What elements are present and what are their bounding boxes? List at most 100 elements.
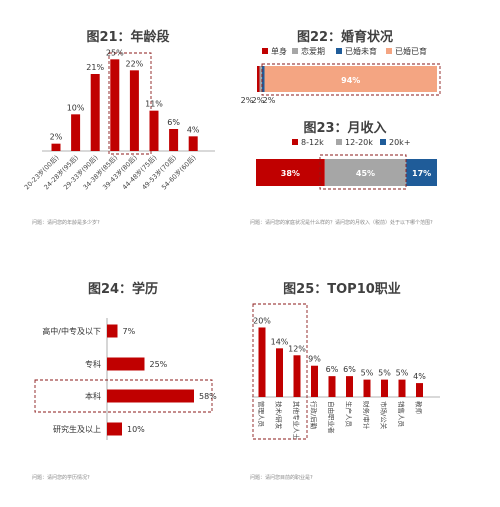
age-footnote: 问题：请问您的年龄是多少岁? [32,219,100,226]
marital-segment [264,66,437,92]
marital-highlight-box [261,63,441,96]
occupation-category-label: 销售人员 [397,401,406,428]
occupation-bar [311,365,318,397]
marital-legend-label: 已婚未育 [345,46,377,56]
marital-legend-swatch [292,48,298,54]
age-bar [71,114,81,151]
occupation-footnote: 问题：请问您目前的职业是? [250,474,313,481]
occupation-bar-value-label: 5% [361,369,374,378]
occupation-bar-value-label: 6% [343,365,356,374]
age-highlight-box [108,52,152,155]
education-bar [107,357,145,371]
education-category-label: 本科 [85,391,101,401]
age-chart-title: 图21：年龄段 [86,29,169,45]
age-bar [90,74,100,151]
age-bar-value-label: 4% [187,125,200,134]
age-bar [169,129,179,151]
occupation-category-label: 行政/后勤 [310,401,319,430]
age-bar-value-label: 11% [145,100,163,109]
occupation-bar-value-label: 14% [271,337,289,346]
income-segment-label: 17% [412,169,431,178]
age-bar-value-label: 25% [106,48,124,57]
occupation-category-label: 生产人员 [345,401,354,428]
income-legend-label: 20k+ [389,138,411,147]
education-footnote: 问题：请问您的学历情况? [32,474,90,481]
education-category-label: 研究生及以上 [53,424,101,434]
education-bar-value-label: 10% [127,425,145,434]
income-segment-label: 38% [281,169,300,178]
marital-segment-label: 2% [241,96,254,105]
income-legend-label: 12-20k [345,138,373,147]
occupation-category-label: 教师 [415,401,424,415]
income-segment [256,159,325,186]
education-bar-value-label: 58% [199,392,217,401]
occupation-bar [398,379,406,397]
income-legend-swatch [336,139,342,145]
marital-segment-label: 2% [263,96,276,105]
marital-legend-label: 已婚已育 [395,46,427,56]
marital-legend-swatch [262,48,268,54]
occupation-bar-value-label: 5% [396,369,409,378]
occupation-category-label: 自由职业者 [327,401,336,434]
income-legend-swatch [292,139,298,145]
occupation-bar [381,379,388,397]
occupation-bar-value-label: 9% [308,355,321,364]
age-bar [51,143,61,151]
marital-legend-swatch [336,48,342,54]
education-bar [107,324,118,338]
occupation-category-label: 财务/审计 [362,401,371,430]
marital-segment [259,66,262,92]
occupation-bar-value-label: 12% [288,344,306,353]
marital-segment [262,66,265,92]
occupation-bar [328,376,336,397]
age-chart: 图21：年龄段 2%20-23岁(00后)10%24-28岁(95后)21%29… [22,29,215,226]
education-bar [107,389,194,403]
education-bar [107,422,122,436]
income-chart: 图23：月收入 8-12k 12-20k 20k+ 38% 45% 17% 问题：请问您… [250,120,437,226]
occupation-bar-value-label: 20% [253,316,271,325]
marital-segment-label: 2% [252,96,265,105]
age-bar [129,70,139,151]
education-bar-value-label: 25% [150,360,168,369]
income-segment [406,159,437,186]
occupation-bar [276,348,283,397]
marital-segment-label: 94% [341,76,360,85]
income-segment-label: 45% [356,169,375,178]
occupation-category-label: 技术/研发 [275,401,284,430]
education-highlight-box [34,379,213,413]
education-category-label: 高中/中专及以下 [42,326,101,336]
marital-legend-label: 恋爱期 [301,46,325,56]
age-bar-value-label: 22% [126,59,144,68]
occupation-category-label: 其他专业人士 [292,401,301,441]
marital-legend-label: 单身 [271,46,287,56]
education-bar-value-label: 7% [123,327,136,336]
age-bar-value-label: 6% [167,118,180,127]
education-chart: 图24：学历 7% 高中/中专及以下 25% 专科 58% 本科 10% 研究生及以上 问题：… [32,281,217,481]
occupation-bar-value-label: 6% [326,365,339,374]
occupation-category-label: 管理人员 [257,401,266,428]
occupation-chart: 图25：TOP10职业 20% 管理人员 14% 技术/研发 12% 其他专业人士 9% 行政… [250,281,440,481]
education-chart-title: 图24：学历 [88,281,158,297]
age-bar [188,136,198,151]
age-bar-value-label: 2% [50,133,63,142]
occupation-bar-value-label: 4% [413,372,426,381]
occupation-bar [258,327,266,397]
occupation-bar [346,376,353,397]
occupation-bar [416,383,423,397]
age-bar-value-label: 10% [67,103,85,112]
occupation-chart-title: 图25：TOP10职业 [283,281,401,297]
marital-chart: 图22：婚育状况 单身 恋爱期 已婚未育 已婚已育 94%2%2%2% [241,29,441,105]
income-chart-title: 图23：月收入 [303,120,386,136]
age-bar [149,110,159,151]
occupation-bar-value-label: 5% [378,369,391,378]
marital-legend-swatch [386,48,392,54]
income-legend-label: 8-12k [301,138,324,147]
age-bar [110,59,120,152]
income-footnote: 问题：请问您的家庭状况是什么样的？请问您的月收入（税前）处于以下哪个范围? [250,219,433,226]
income-legend-swatch [380,139,386,145]
occupation-highlight-box [252,303,308,440]
income-highlight-box [319,154,407,190]
occupation-bar [293,355,301,397]
marital-chart-title: 图22：婚育状况 [297,29,393,45]
